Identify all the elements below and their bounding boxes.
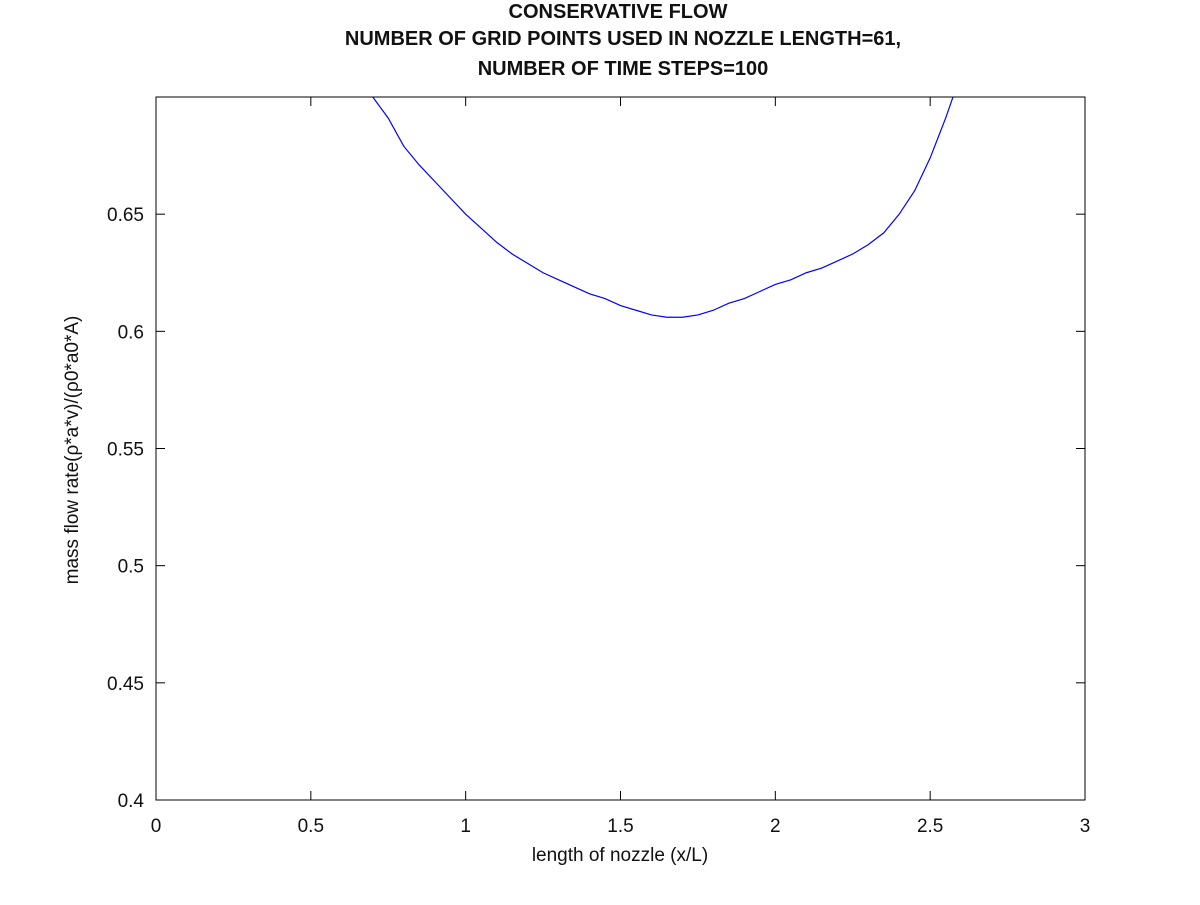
chart-title: NUMBER OF GRID POINTS USED IN NOZZLE LEN… xyxy=(345,28,901,50)
y-tick-label: 0.5 xyxy=(118,557,144,578)
data-line xyxy=(372,97,954,318)
x-tick-label: 2 xyxy=(770,816,781,837)
y-tick-label: 0.65 xyxy=(107,205,144,226)
y-axis-label: mass flow rate(ρ*a*v)/(ρ0*a0*A) xyxy=(62,316,83,585)
x-axis-label: length of nozzle (x/L) xyxy=(532,845,708,866)
y-tick-label: 0.4 xyxy=(118,791,145,812)
x-tick-label: 1 xyxy=(460,816,471,837)
chart-title: CONSERVATIVE FLOW xyxy=(509,1,728,23)
x-tick-label: 2.5 xyxy=(917,816,943,837)
y-tick-label: 0.45 xyxy=(107,674,144,695)
x-tick-label: 0.5 xyxy=(298,816,324,837)
x-tick-label: 3 xyxy=(1080,816,1091,837)
x-tick-label: 1.5 xyxy=(607,816,633,837)
y-tick-label: 0.55 xyxy=(107,440,144,461)
x-tick-label: 0 xyxy=(151,816,162,837)
y-tick-label: 0.6 xyxy=(118,322,144,343)
chart-title: NUMBER OF TIME STEPS=100 xyxy=(478,58,769,80)
